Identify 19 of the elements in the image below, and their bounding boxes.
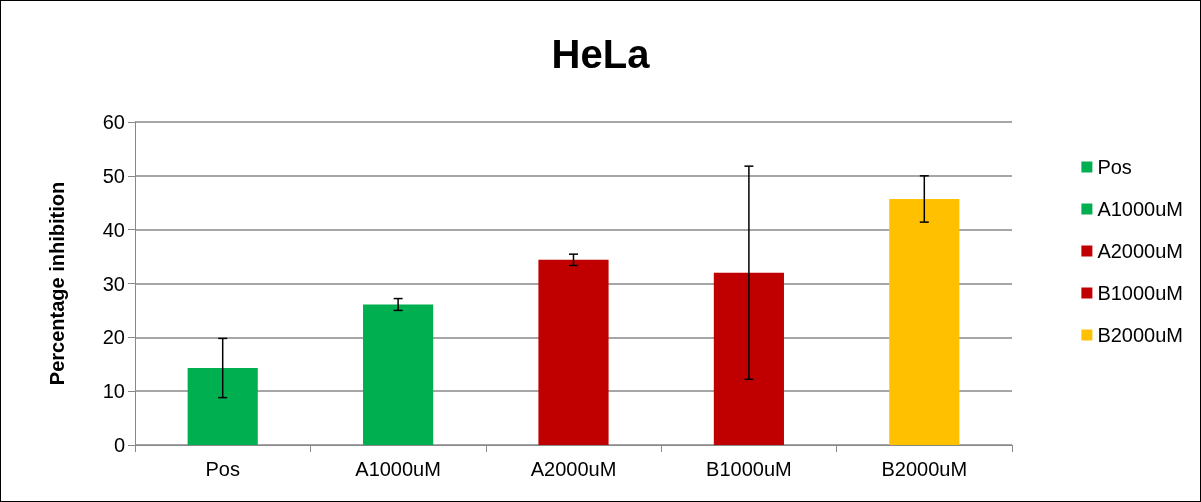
chart-title: HeLa <box>551 32 651 76</box>
x-tick-label: A2000uM <box>530 458 617 480</box>
legend-label: A1000uM <box>1097 198 1184 220</box>
y-tick-label: 0 <box>113 434 125 456</box>
y-tick-label: 40 <box>102 218 125 241</box>
x-tick-label: Pos <box>205 458 240 480</box>
x-tick-label: B2000uM <box>881 458 968 480</box>
x-tick-label: A1000uM <box>355 458 441 480</box>
y-axis-title: Percentage inhibition <box>46 181 68 386</box>
y-tick-label: 30 <box>102 272 125 295</box>
legend-label: Pos <box>1097 156 1132 178</box>
legend-label: B1000uM <box>1097 282 1184 304</box>
legend-label: B2000uM <box>1097 324 1184 346</box>
y-tick-label: 10 <box>102 380 125 403</box>
y-tick-label: 60 <box>102 111 125 133</box>
y-tick-label: 50 <box>102 164 125 187</box>
x-tick-label: B1000uM <box>706 458 792 480</box>
legend-label: A2000uM <box>1097 240 1184 262</box>
y-tick-label: 20 <box>102 326 125 349</box>
